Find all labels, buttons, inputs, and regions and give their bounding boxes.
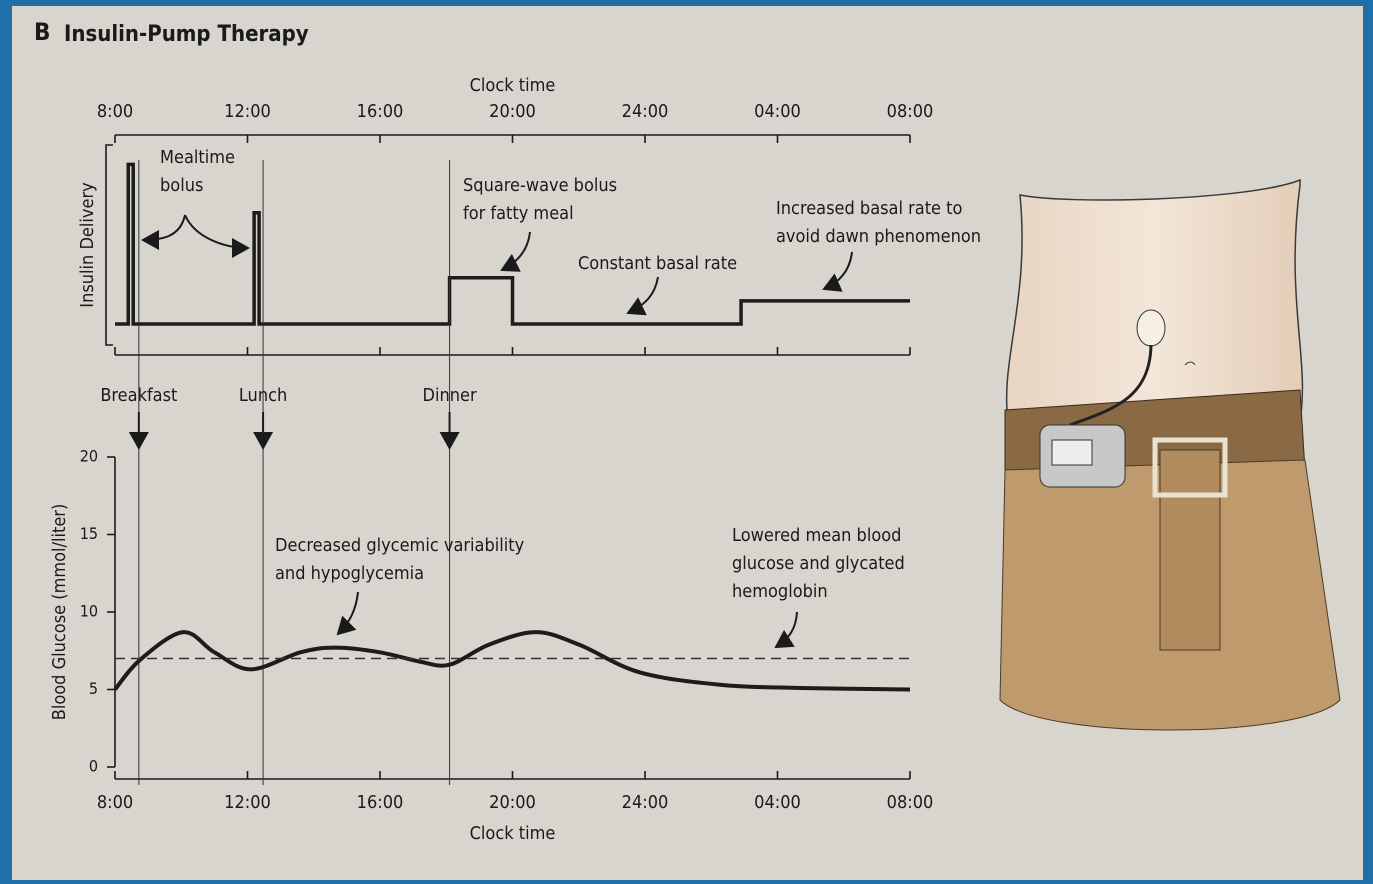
x-tick-label: 8:00 bbox=[97, 101, 133, 122]
annotation: avoid dawn phenomenon bbox=[776, 226, 981, 247]
annotation: and hypoglycemia bbox=[275, 563, 424, 584]
x-tick-label: 24:00 bbox=[622, 792, 669, 813]
annotation: Constant basal rate bbox=[578, 253, 737, 274]
y-tick-label: 20 bbox=[80, 447, 98, 466]
figure-title: Insulin-Pump Therapy bbox=[64, 22, 309, 47]
x-tick-label: 08:00 bbox=[887, 101, 934, 122]
x-tick-label: 04:00 bbox=[754, 101, 801, 122]
x-tick-label: 12:00 bbox=[224, 792, 271, 813]
illustration bbox=[1000, 180, 1340, 730]
x-axis-label: Clock time bbox=[470, 75, 556, 96]
y-tick-label: 10 bbox=[80, 602, 98, 621]
y-tick-label: 5 bbox=[89, 679, 98, 698]
x-tick-label: 8:00 bbox=[97, 792, 133, 813]
meal-label: Dinner bbox=[423, 385, 477, 406]
x-axis-label: Clock time bbox=[470, 823, 556, 844]
meal-label: Lunch bbox=[239, 385, 287, 406]
x-tick-label: 20:00 bbox=[489, 792, 536, 813]
y-axis-label: Insulin Delivery bbox=[77, 182, 98, 308]
annotation: glucose and glycated bbox=[732, 553, 905, 574]
x-tick-label: 08:00 bbox=[887, 792, 934, 813]
page: B Insulin-Pump Therapy 8:00 12:00 16:00 20:… bbox=[0, 0, 1373, 880]
annotation: Mealtime bbox=[160, 147, 235, 168]
annotation: hemoglobin bbox=[732, 581, 828, 602]
annotation: Lowered mean blood bbox=[732, 525, 901, 546]
x-tick-label: 16:00 bbox=[357, 792, 404, 813]
meal-label: Breakfast bbox=[100, 385, 177, 406]
annotation: for fatty meal bbox=[463, 203, 574, 224]
figure: B Insulin-Pump Therapy 8:00 12:00 16:00 20:… bbox=[0, 0, 1373, 880]
annotation: Increased basal rate to bbox=[776, 198, 963, 219]
annotation: Decreased glycemic variability bbox=[275, 535, 525, 556]
y-axis-label: Blood Glucose (mmol/liter) bbox=[49, 504, 70, 721]
annotation: bolus bbox=[160, 175, 203, 196]
x-tick-label: 04:00 bbox=[754, 792, 801, 813]
x-tick-label: 20:00 bbox=[489, 101, 536, 122]
y-tick-label: 15 bbox=[80, 524, 98, 543]
panel-label: B bbox=[34, 18, 50, 46]
y-tick-label: 0 bbox=[89, 757, 98, 776]
annotation: Square-wave bolus bbox=[463, 175, 617, 196]
x-tick-label: 12:00 bbox=[224, 101, 271, 122]
x-tick-label: 24:00 bbox=[622, 101, 669, 122]
x-tick-label: 16:00 bbox=[357, 101, 404, 122]
